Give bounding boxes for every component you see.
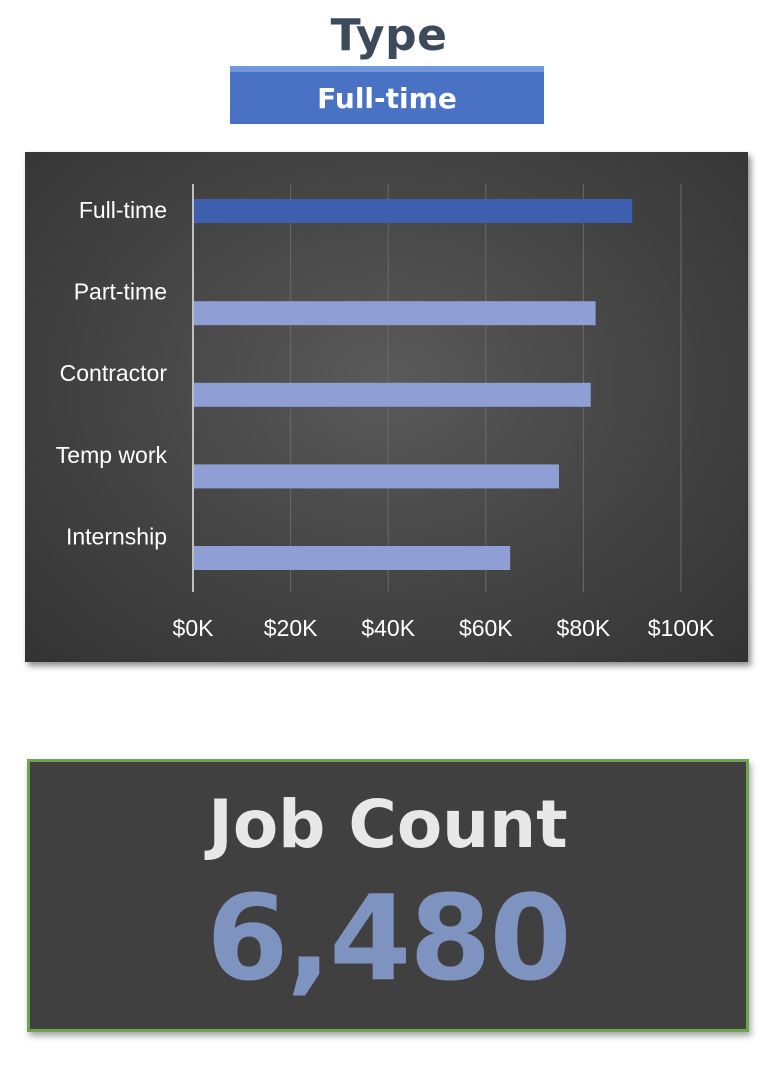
dashboard-title: Type [330, 10, 448, 61]
x-tick-label: $40K [361, 615, 415, 641]
category-label: Internship [66, 523, 167, 549]
bar-part-time [194, 301, 596, 326]
kpi-value: 6,480 [206, 869, 571, 1007]
x-tick-label: $100K [648, 615, 715, 641]
category-label: Contractor [60, 360, 168, 386]
job-count-card: Job Count 6,480 [27, 759, 749, 1032]
salary-by-type-chart: Full-time Part-time Contractor Temp work Int… [25, 152, 748, 662]
bar-contractor [194, 382, 591, 407]
bar-full-time [194, 199, 633, 223]
category-label: Part-time [74, 279, 167, 305]
bar-chart-svg: Full-time Part-time Contractor Temp work Int… [56, 184, 715, 641]
kpi-label: Job Count [208, 786, 568, 863]
bar-internship [194, 546, 511, 570]
x-tick-label: $60K [459, 615, 513, 641]
x-tick-label: $80K [557, 615, 611, 641]
x-tick-label: $0K [173, 615, 215, 641]
bar-temp-work [194, 464, 559, 489]
category-label: Full-time [79, 197, 167, 223]
x-tick-label: $20K [264, 615, 318, 641]
category-label: Temp work [56, 442, 168, 468]
type-slicer-selected[interactable]: Full-time [230, 66, 544, 124]
